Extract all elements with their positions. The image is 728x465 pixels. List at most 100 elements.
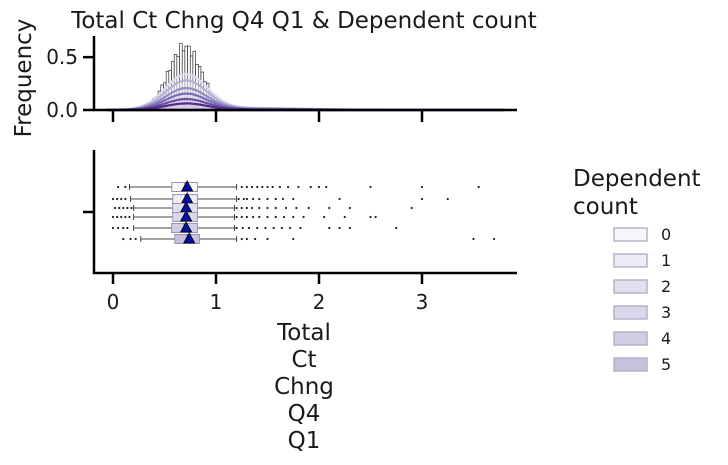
outlier-point — [111, 226, 115, 230]
outlier-point — [116, 215, 119, 219]
outlier-point — [395, 226, 398, 230]
outlier-point — [124, 197, 127, 201]
outlier-point — [245, 237, 248, 241]
outlier-point — [240, 215, 243, 219]
outlier-point — [274, 206, 277, 210]
outlier-point — [129, 237, 132, 241]
x-axis-label-line: Ct — [291, 347, 316, 373]
outlier-point — [271, 185, 274, 189]
outlier-point — [241, 226, 244, 230]
outlier-point — [338, 197, 341, 201]
outlier-point — [284, 206, 288, 210]
outlier-point — [266, 237, 269, 241]
legend-label: 2 — [661, 277, 671, 296]
mean-marker — [180, 180, 194, 192]
top-x-ticks — [111, 110, 424, 122]
outlier-point — [328, 226, 331, 230]
outlier-point — [323, 215, 326, 219]
legend-label: 5 — [661, 355, 671, 374]
outlier-point — [338, 226, 341, 230]
outlier-point — [251, 197, 255, 201]
outlier-point — [124, 185, 127, 189]
outlier-point — [116, 197, 119, 201]
outlier-point — [113, 206, 117, 210]
x-axis-label-line: Q1 — [288, 428, 321, 454]
outlier-point — [242, 197, 245, 201]
top-y-tick-label: 0.5 — [46, 45, 78, 69]
boxplot-3 — [111, 210, 377, 222]
boxplot-1 — [111, 192, 449, 204]
outlier-point — [240, 237, 243, 241]
outlier-point — [280, 226, 284, 230]
outlier-point — [343, 215, 346, 219]
bottom-x-tick-label: 1 — [210, 290, 223, 314]
boxplot-2 — [113, 201, 413, 213]
outlier-point — [245, 215, 248, 219]
outlier-point — [111, 197, 115, 201]
outlier-point — [292, 197, 295, 201]
outlier-point — [120, 197, 123, 201]
outlier-point — [235, 215, 238, 219]
outlier-point — [302, 215, 305, 219]
legend-swatch — [613, 227, 648, 242]
outlier-point — [122, 226, 125, 230]
outlier-point — [282, 215, 286, 219]
outlier-point — [374, 215, 377, 219]
bottom-x-tick-label: 0 — [107, 290, 120, 314]
outlier-point — [292, 237, 295, 241]
outlier-point — [247, 226, 251, 230]
legend-label: 0 — [661, 225, 671, 244]
outlier-point — [266, 197, 269, 201]
x-axis-label-line: Q4 — [288, 401, 321, 427]
x-axis-label-line: Total — [276, 320, 331, 346]
bottom-x-tick-label: 2 — [313, 290, 326, 314]
outlier-point — [295, 206, 298, 210]
outlier-point — [245, 185, 248, 189]
outlier-point — [111, 215, 115, 219]
legend-title-line: Dependent — [573, 166, 701, 192]
outlier-point — [128, 215, 131, 219]
outlier-point — [287, 185, 290, 189]
legend-swatch — [613, 357, 648, 372]
histogram-panel: 0.0 0.5 Frequency — [11, 19, 517, 138]
outlier-point — [325, 185, 328, 189]
mean-marker — [179, 210, 193, 222]
bottom-x-ticks: 0 1 2 3 — [107, 273, 428, 314]
outlier-point — [250, 206, 254, 210]
outlier-point — [266, 215, 269, 219]
x-axis-label-line: Chng — [274, 374, 334, 400]
outlier-point — [420, 197, 424, 201]
outlier-point — [261, 185, 264, 189]
outlier-point — [118, 206, 121, 210]
chart-title: Total Ct Chng Q4 Q1 & Dependent count — [70, 8, 537, 34]
boxplot-5 — [122, 232, 496, 244]
mean-marker — [179, 221, 193, 233]
outlier-point — [124, 215, 127, 219]
outlier-point — [134, 237, 137, 241]
outlier-point — [256, 226, 259, 230]
outlier-point — [289, 226, 292, 230]
outlier-point — [274, 197, 277, 201]
outlier-point — [120, 215, 123, 219]
outlier-point — [240, 185, 243, 189]
outlier-point — [258, 197, 261, 201]
outlier-point — [274, 215, 277, 219]
outlier-point — [245, 197, 248, 201]
outlier-point — [264, 226, 267, 230]
outlier-point — [235, 226, 238, 230]
outlier-point — [348, 226, 351, 230]
boxplot-4 — [111, 221, 398, 233]
legend-label: 1 — [661, 251, 671, 270]
outlier-point — [245, 206, 248, 210]
outlier-point — [250, 185, 254, 189]
outlier-point — [254, 237, 257, 241]
boxplot-0 — [117, 180, 480, 192]
outlier-point — [328, 206, 331, 210]
outlier-point — [117, 226, 120, 230]
top-y-axis-label: Frequency — [11, 19, 37, 138]
outlier-point — [256, 185, 259, 189]
legend-swatch — [613, 279, 648, 294]
outlier-point — [297, 185, 300, 189]
